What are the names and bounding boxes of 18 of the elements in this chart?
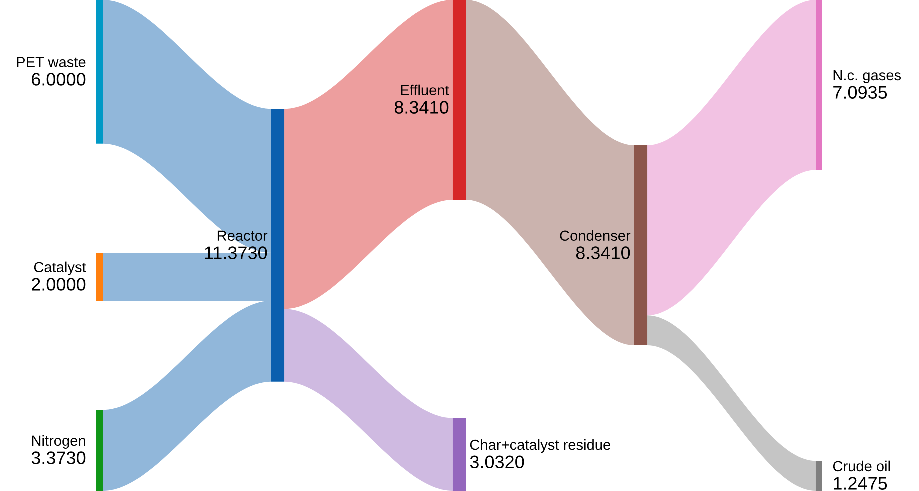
data-label: 6.0000 — [32, 73, 86, 86]
data-label: 8.3410 — [394, 101, 449, 114]
data-label: 1.2475 — [834, 477, 888, 490]
category-label: N.c. gases — [834, 70, 902, 84]
category-label: Catalyst — [34, 262, 86, 276]
data-label: 3.3730 — [32, 452, 86, 464]
category-label: Condenser — [560, 230, 631, 242]
category-label: PET waste — [17, 57, 86, 68]
category-label: Char+catalyst residue — [470, 439, 610, 454]
category-label: Crude oil — [833, 460, 890, 472]
data-label: 11.3730 — [205, 246, 268, 260]
data-label: 8.3410 — [576, 246, 630, 260]
category-label: Effluent — [401, 84, 450, 96]
data-label: 3.0320 — [470, 456, 524, 469]
data-label: 7.0935 — [834, 86, 888, 99]
data-label: 2.0000 — [32, 278, 86, 291]
category-label: Nitrogen — [32, 435, 86, 449]
category-label: Reactor — [218, 230, 268, 242]
